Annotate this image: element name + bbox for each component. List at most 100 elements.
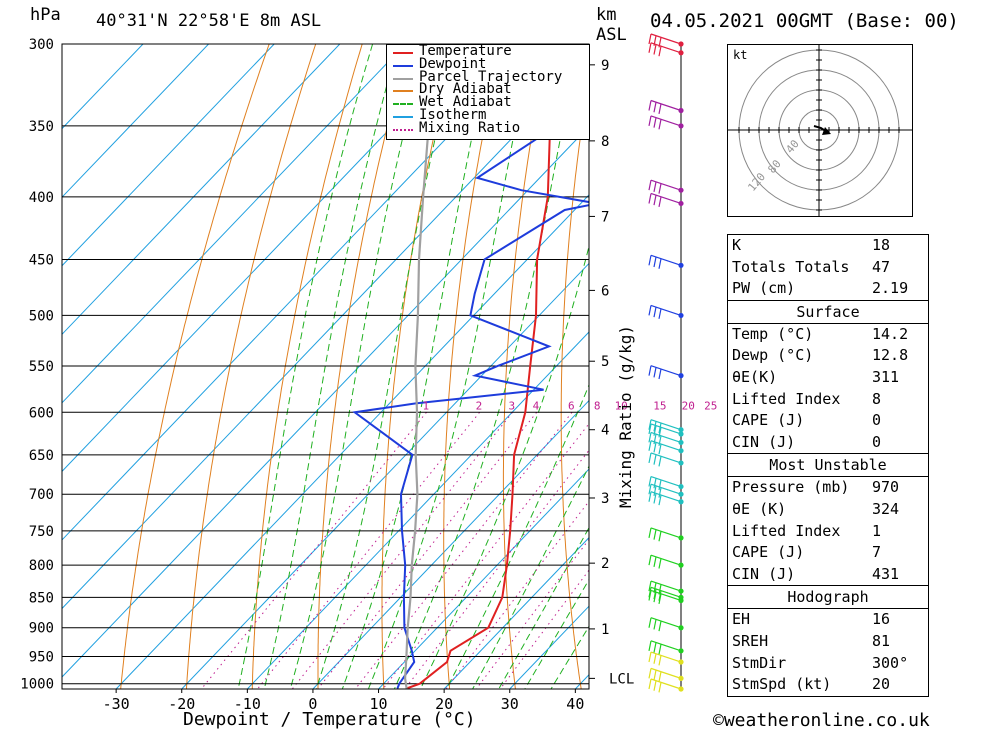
wind-barb-dot: [678, 588, 684, 594]
pressure-tick-label: 300: [29, 37, 54, 53]
wind-barb-staff: [650, 452, 682, 464]
surface-value: 0: [872, 432, 882, 451]
wind-barb-feather: [653, 588, 657, 600]
wind-barb-staff: [650, 475, 682, 488]
surface-key: CIN (J): [732, 432, 796, 451]
legend-label: Parcel Trajectory: [419, 68, 563, 85]
wind-barb-staff: [650, 304, 682, 316]
hodograph-param-value: 300°: [872, 653, 909, 672]
legend-swatch: [393, 90, 413, 93]
wind-barb-feather: [648, 423, 652, 435]
wind-barb-feather: [653, 35, 657, 46]
dry-adiabat-line: [381, 44, 456, 689]
wind-barb-staff: [650, 589, 682, 602]
wind-barb-feather: [648, 668, 652, 679]
wind-barb-feather: [653, 102, 657, 113]
wind-barb-feather: [658, 593, 662, 604]
wind-barb-feather: [658, 621, 662, 632]
legend-swatch: [393, 64, 413, 67]
x-tick-label: 20: [435, 695, 453, 713]
km-unit-label: km: [596, 5, 617, 25]
surface-key: Lifted Index: [732, 389, 841, 408]
wet-adiabat-line: [445, 383, 589, 689]
legend-swatch: [393, 52, 413, 54]
x-tick-label: -30: [103, 695, 130, 713]
wind-barb-dot: [678, 659, 684, 665]
wind-barb-staff: [650, 365, 682, 377]
wind-barb-feather: [658, 531, 662, 542]
surface-key: θE(K): [732, 367, 778, 386]
wind-barb-feather: [658, 444, 662, 455]
legend-entry: Temperature: [391, 44, 587, 59]
surface-key: Dewp (°C): [732, 346, 814, 365]
wind-barb-feather: [653, 582, 657, 593]
wind-barb-feather: [658, 196, 662, 207]
legend-swatch: [393, 116, 413, 118]
wind-barb-feather: [648, 365, 652, 376]
pressure-tick-label: 950: [29, 649, 54, 665]
wind-barb-feather: [648, 193, 652, 204]
x-tick-label: 30: [501, 695, 519, 713]
pressure-tick-label: 700: [29, 487, 54, 503]
wind-barb-staff: [650, 586, 682, 598]
index-value: 47: [872, 257, 891, 276]
wind-barb-feather: [648, 617, 652, 628]
dry-adiabat-line: [251, 44, 363, 689]
wind-barb-feather: [648, 527, 652, 539]
wind-barb-staff: [650, 554, 682, 566]
legend-entry: Dewpoint: [391, 56, 587, 72]
mixing-ratio-line: [499, 569, 589, 689]
wet-adiabat-line: [289, 44, 427, 689]
dry-adiabat-line: [120, 44, 270, 689]
wind-barb-feather: [648, 580, 652, 592]
wind-barb-staff: [650, 651, 682, 663]
most-unstable-row: Lifted Index 1: [728, 521, 928, 543]
index-key: PW (cm): [732, 279, 796, 298]
wind-barb-feather: [658, 655, 662, 666]
wind-barb-feather: [648, 491, 652, 502]
asl-unit-label: ASL: [596, 25, 627, 45]
index-row: Totals Totals 47: [728, 257, 928, 279]
wind-barb-feather: [653, 117, 657, 128]
wind-barb-feather: [648, 476, 652, 487]
wind-barb-staff: [650, 580, 682, 592]
mixing-ratio-line: [404, 449, 589, 689]
wind-barb-feather: [658, 427, 662, 438]
km-tick-label: 8: [601, 134, 609, 150]
wind-barb-feather: [658, 682, 662, 693]
most-unstable-key: Pressure (mb): [732, 478, 850, 497]
dry-adiabat-line: [671, 44, 713, 692]
wind-barb-feather: [653, 367, 657, 378]
surface-row: CAPE (J) 0: [728, 410, 928, 432]
surface-value: 311: [872, 367, 900, 386]
wind-barb-staff: [650, 423, 682, 435]
wind-barb-feather: [648, 678, 652, 690]
wind-barb-feather: [658, 422, 662, 434]
wind-barb-feather: [658, 479, 662, 491]
wind-barb-staff: [650, 617, 682, 629]
surface-value: 0: [872, 411, 882, 430]
wind-barb-feather: [658, 456, 662, 467]
pressure-tick-label: 750: [29, 524, 54, 540]
hodograph-param-key: SREH: [732, 631, 769, 650]
hodograph-params-title: Hodograph: [728, 586, 928, 610]
wind-barb-feather: [653, 653, 657, 664]
lcl-label: LCL: [609, 671, 634, 687]
wind-barb-feather: [653, 680, 657, 691]
surface-row: Dewp (°C) 12.8: [728, 345, 928, 367]
legend-entry: Mixing Ratio: [391, 120, 587, 136]
pressure-tick-label: 1000: [20, 677, 54, 693]
mixing-ratio-label: 3: [509, 399, 516, 412]
km-tick-label: 7: [601, 209, 609, 225]
km-tick-label: 9: [601, 58, 609, 74]
km-tick-label: 4: [601, 423, 609, 439]
wind-barb-feather: [648, 305, 652, 316]
wind-barb-feather: [658, 590, 662, 601]
dry-adiabat-line: [185, 44, 317, 689]
pressure-tick-label: 800: [29, 558, 54, 574]
wind-barb-staff: [650, 254, 682, 266]
wind-barb-feather: [648, 484, 652, 495]
index-key: Totals Totals: [732, 257, 850, 276]
wind-barb-staff: [650, 678, 682, 690]
